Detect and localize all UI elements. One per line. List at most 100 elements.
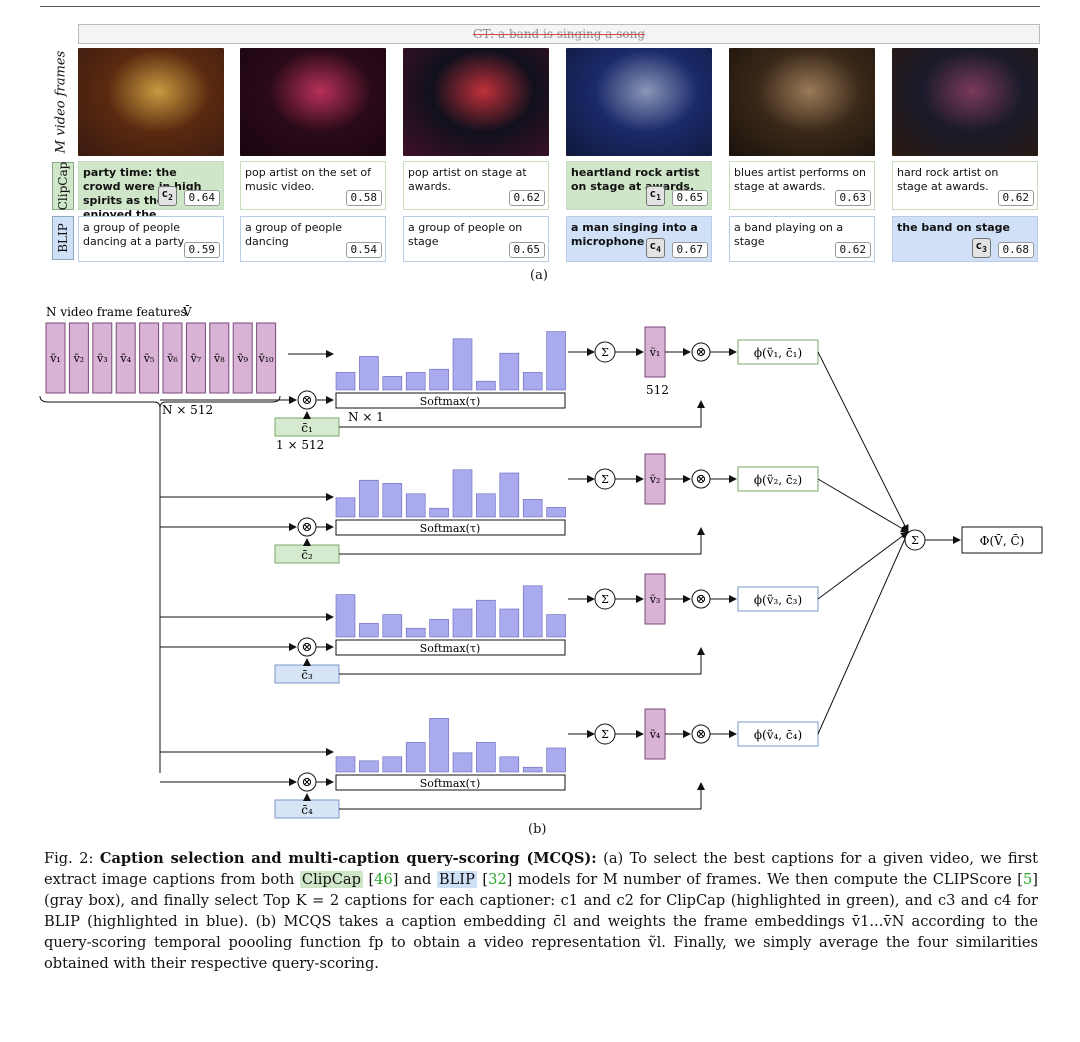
weight-bar — [429, 718, 449, 773]
multiply-symbol: ⊗ — [302, 393, 313, 408]
selected-caption-tag: c2 — [157, 185, 177, 206]
clipcap-caption-box: party time: the crowd were in high spiri… — [78, 161, 224, 235]
caption-embedding-label: c̄₁ — [301, 421, 313, 435]
weight-bar — [476, 380, 496, 391]
clipcap-highlight: ClipCap — [299, 871, 363, 888]
weight-bar — [546, 507, 566, 518]
weight-bar — [382, 756, 403, 773]
features-title: N video frame features — [46, 305, 187, 319]
blip-caption-box: a group of people dancing at a party 0.59 — [78, 216, 224, 262]
frame-feature-label: v̄₇ — [190, 352, 202, 365]
clipscore-badge: 0.67 — [671, 242, 708, 258]
similarity-label: ϕ(ṽ₃, c̄₃) — [754, 593, 802, 607]
clipscore-badge: 0.58 — [345, 190, 382, 206]
frame-feature-label: v̄₅ — [143, 352, 155, 365]
weight-bar — [522, 499, 543, 518]
weight-bar — [405, 493, 426, 518]
features-symbol: V̄ — [182, 304, 192, 319]
weight-bar — [382, 483, 403, 518]
weight-bar — [429, 507, 449, 518]
weight-bar — [335, 594, 356, 638]
selected-caption-tag: c3 — [971, 237, 991, 258]
weight-bar — [335, 756, 356, 773]
sum-symbol: Σ — [601, 728, 609, 741]
figure-caption: Fig. 2: Caption selection and multi-capt… — [44, 850, 1038, 972]
weight-bar — [405, 372, 426, 391]
arrow-to-final — [817, 531, 909, 735]
blip-caption-box: a group of people on stage 0.65 — [403, 216, 549, 262]
sum-symbol: Σ — [601, 346, 609, 359]
sum-symbol: Σ — [601, 473, 609, 486]
weight-bar — [452, 608, 473, 638]
video-frame-thumbnail — [240, 48, 386, 156]
frame-feature-label: v̄₁ — [49, 352, 61, 365]
weight-bar — [359, 356, 379, 391]
weight-bar — [335, 497, 356, 518]
frame-feature-bar — [139, 322, 160, 394]
frame-feature-label: v̄₆ — [166, 352, 178, 365]
similarity-label: ϕ(ṽ₂, c̄₂) — [754, 473, 802, 487]
frame-feature-bar — [92, 322, 113, 394]
video-frame-thumbnail — [78, 48, 224, 156]
query-branch-2: Softmax(τ) ⊗ c̄₂ Σ ṽ₂ ⊗ ϕ(ṽ₂, c̄₂) — [160, 453, 909, 564]
video-representation-label: ṽ₁ — [649, 346, 661, 359]
final-sum-symbol: Σ — [911, 534, 919, 547]
multiply-symbol: ⊗ — [302, 640, 313, 655]
caption-text: a group of people dancing at a party — [83, 221, 185, 248]
similarity-symbol: ⊗ — [696, 472, 707, 487]
caption-text: blues artist performs on stage at awards… — [734, 166, 867, 193]
dim-label-n512: N × 512 — [162, 403, 213, 417]
similarity-box — [737, 339, 819, 365]
softmax-box — [335, 774, 566, 791]
weight-bar — [499, 472, 520, 518]
frame-brace — [39, 395, 281, 409]
weight-bar — [522, 585, 543, 638]
frame-feature-label: v̄₃ — [96, 352, 108, 365]
weight-bar — [359, 760, 379, 773]
clipscore-badge: 0.62 — [834, 242, 871, 258]
clipcap-caption-box: pop artist on the set of music video. 0.5… — [240, 161, 386, 210]
caption-embedding-label: c̄₃ — [301, 668, 313, 682]
blip-caption-box: a group of people dancing 0.54 — [240, 216, 386, 262]
weight-bar — [499, 608, 520, 638]
subfigure-a-label: (a) — [530, 268, 548, 283]
frame-feature-label: v̄₈ — [213, 352, 225, 365]
frame-feature-bar — [162, 322, 183, 394]
arrow-to-final — [817, 351, 909, 533]
blip-highlight: BLIP — [436, 871, 477, 888]
weight-bar — [405, 627, 426, 638]
dim-label-1x512: 1 × 512 — [276, 438, 324, 452]
multiply-symbol: ⊗ — [302, 775, 313, 790]
weight-bar — [429, 368, 449, 391]
softmax-label: Softmax(τ) — [420, 642, 481, 655]
final-score-box — [961, 526, 1043, 554]
frame-feature-bar — [45, 322, 66, 394]
clipcap-caption-box: blues artist performs on stage at awards… — [729, 161, 875, 210]
frame-feature-bar — [209, 322, 230, 394]
frame-feature-label: v̄₉ — [236, 352, 248, 365]
clipscore-badge: 0.68 — [997, 242, 1034, 258]
frame-feature-stack: v̄₁ v̄₂ v̄₃ v̄₄ v̄₅ v̄₆ v̄₇ v̄₈ v̄₉ v̄₁₀ — [45, 322, 277, 394]
dim-label-n1: N × 1 — [348, 410, 384, 424]
clipcap-caption-box: pop artist on stage at awards. 0.62 — [403, 161, 549, 210]
softmax-label: Softmax(τ) — [420, 522, 481, 535]
arrow-caption-route — [339, 400, 705, 428]
page-top-rule — [40, 6, 1040, 7]
blip-caption-box: a man singing into a microphone 0.67 c4 — [566, 216, 712, 262]
weight-bar — [405, 742, 426, 773]
frame-feature-bar — [68, 322, 89, 394]
similarity-symbol: ⊗ — [696, 345, 707, 360]
frames-axis-label: M video frames — [53, 50, 69, 154]
caption-text: pop artist on the set of music video. — [245, 166, 372, 193]
clipcap-caption-box: heartland rock artist on stage at awards… — [566, 161, 712, 210]
caption-embedding-label: c̄₄ — [301, 803, 313, 817]
weight-bar — [382, 614, 403, 638]
weight-bar — [522, 372, 543, 391]
caption-text: a group of people dancing — [245, 221, 343, 248]
video-frame-thumbnail — [729, 48, 875, 156]
weight-bar — [452, 752, 473, 773]
weight-bar — [452, 469, 473, 518]
video-frame-thumbnail — [566, 48, 712, 156]
arrow-caption-route — [339, 647, 705, 675]
clipscore-badge: 0.63 — [834, 190, 871, 206]
